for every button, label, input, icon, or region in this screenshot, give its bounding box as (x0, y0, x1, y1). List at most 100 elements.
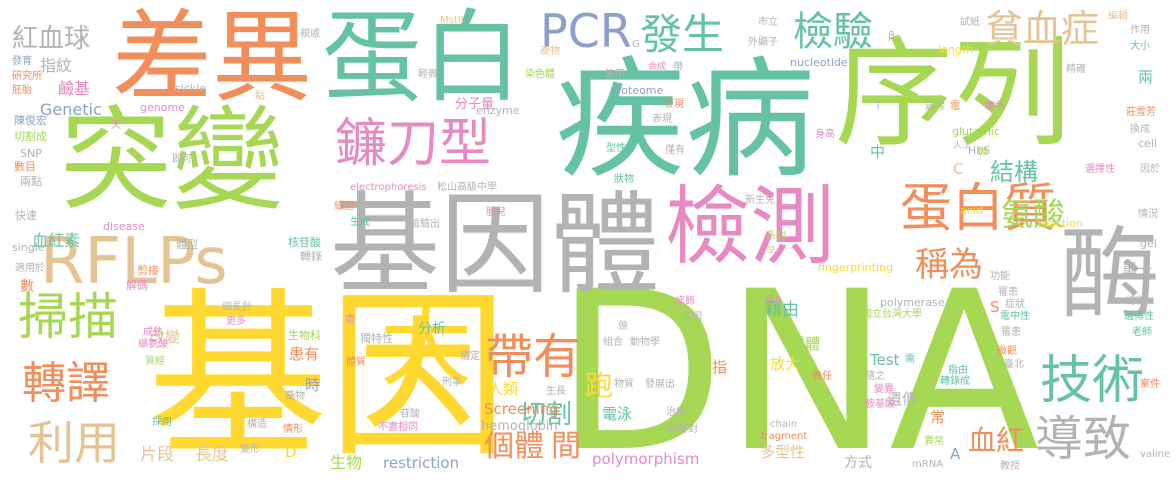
word: 人工 (953, 141, 972, 151)
word: 剪接 (137, 264, 159, 277)
word: 精確 (1066, 64, 1086, 75)
word: 分子量 (455, 97, 495, 112)
word: 質體 (790, 335, 821, 353)
word: Test (870, 351, 900, 369)
word: 數目 (14, 160, 36, 173)
word: 需 (905, 354, 915, 365)
word: β (888, 29, 896, 42)
word: nucleotide (790, 56, 848, 69)
word: proteome (610, 84, 664, 97)
word: 鹼基對 (668, 424, 698, 435)
word: 合成 (648, 62, 667, 72)
word: 核苷酸 (288, 236, 321, 249)
word: 掃描 (18, 288, 118, 346)
word: fingerprinting (818, 261, 894, 274)
word: 選擇性 (1085, 164, 1115, 175)
word: 單一 (1122, 260, 1153, 278)
word: SNP (20, 147, 42, 160)
word: 帶有 (485, 329, 582, 385)
word: polymorphism (592, 450, 700, 468)
word: 動物學 (630, 337, 660, 348)
word: electrophoresis (350, 182, 427, 193)
word: 研究所 (12, 71, 42, 82)
word: 微 (978, 147, 988, 158)
word: 酶 (1060, 216, 1160, 333)
word: 症狀 (1005, 299, 1025, 310)
word: 僅有 (665, 145, 685, 156)
word: 輕微 (418, 69, 438, 80)
word: 生物 (330, 453, 363, 472)
word: 方式 (844, 455, 872, 471)
word: 施用 (605, 69, 625, 80)
word: 導致 (1035, 411, 1132, 467)
word: 苷酸 (400, 409, 420, 420)
word: valine (1140, 449, 1171, 460)
word: 教授 (1000, 461, 1020, 472)
word: PCR (540, 4, 632, 58)
word: 生成 (350, 217, 370, 228)
word: 隨之 (865, 371, 885, 382)
word: 氨酸 (1001, 195, 1066, 233)
word: 電中性 (1000, 311, 1030, 322)
word: 鹼基 (58, 79, 91, 98)
word: 莊雪芳 (1126, 107, 1156, 118)
word: 外顯子 (748, 37, 778, 48)
word: acid (960, 204, 983, 217)
word: 貧血症 (985, 7, 1100, 51)
word: 罹患 (998, 287, 1018, 298)
word: fragment (761, 431, 808, 442)
word: 構造 (247, 419, 267, 430)
word: 發生 (640, 10, 725, 59)
word: 松山高級中學 (437, 182, 497, 193)
word: gel (1140, 237, 1157, 250)
word: 結構 (990, 158, 1038, 186)
word: 型性 (606, 143, 626, 154)
word: 發現 (664, 99, 684, 110)
word: reaction (1038, 217, 1083, 230)
word: 採用 (152, 417, 172, 428)
word: 差異 (112, 0, 312, 116)
word: enzyme (476, 104, 520, 117)
word: 分析 (418, 321, 446, 337)
word: 總稱 (1126, 296, 1146, 307)
word: 多型性 (760, 443, 806, 461)
word: 微觀 (997, 346, 1017, 357)
word: 治療 (666, 407, 686, 418)
word: 常 (930, 408, 946, 426)
word: 遺傳 (887, 390, 918, 408)
word: 造 (488, 235, 498, 246)
word: 技術 (1040, 351, 1145, 411)
word: 時 (305, 376, 321, 394)
word: 患有 (289, 345, 320, 363)
word: 胚胎 (12, 85, 32, 96)
word: 億 (618, 321, 628, 332)
word: HbS (968, 144, 991, 157)
word: 表現 (652, 114, 672, 125)
word: 蛋白 (322, 0, 522, 116)
word: 處 (345, 314, 355, 325)
word: 帶 (673, 62, 683, 73)
word: 情形 (283, 424, 303, 435)
word: 電泳 (602, 405, 633, 423)
word: 發展出 (645, 379, 675, 390)
word: 身高 (815, 129, 835, 140)
word: 案件 (1140, 379, 1160, 390)
word: 檢測 (665, 178, 836, 277)
word: glutamic (952, 125, 1000, 138)
word: 長度 (195, 445, 229, 465)
word: 刑事 (442, 377, 462, 388)
word: 指紋 (40, 56, 73, 75)
word: 體型 (176, 238, 198, 251)
word: 系列 (766, 231, 786, 242)
word: 體質 (346, 357, 366, 368)
word: 過程 (925, 101, 945, 112)
word: 藉由 (765, 300, 799, 320)
word: 遺傳性 (1124, 311, 1154, 322)
word: 親戚 (300, 29, 320, 40)
word: disease (103, 220, 145, 233)
word: length (938, 43, 974, 56)
word: 異常 (924, 436, 944, 447)
word: 責任 (812, 371, 832, 382)
word: cell (1138, 137, 1157, 150)
